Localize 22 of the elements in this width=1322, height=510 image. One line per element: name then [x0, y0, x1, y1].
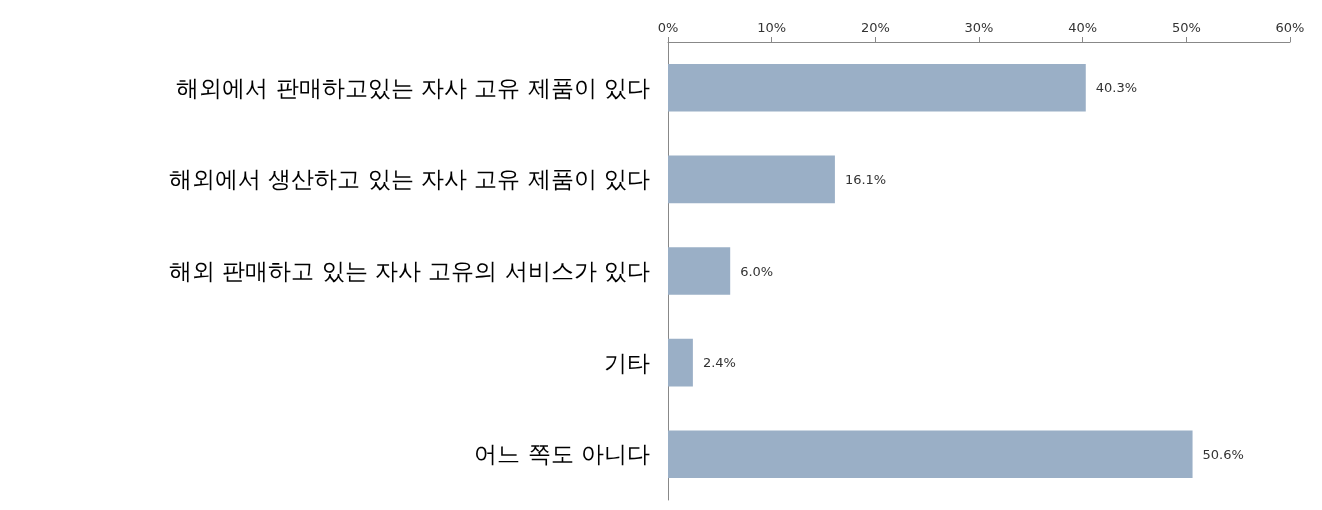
- bar: [668, 430, 1193, 479]
- y-tick-label: 해외에서 생산하고 있는 자사 고유 제품이 있다: [169, 166, 650, 193]
- y-tick-label: 해외에서 판매하고있는 자사 고유 제품이 있다: [176, 74, 650, 101]
- x-tick-label: 0%: [657, 20, 679, 35]
- x-tick-label: 60%: [1275, 20, 1305, 35]
- bar: [668, 247, 731, 295]
- y-tick-label: 기타: [604, 349, 650, 376]
- x-tick-label: 10%: [757, 20, 787, 35]
- data-label: 6.0%: [740, 263, 774, 279]
- x-tick-label: 40%: [1068, 20, 1098, 35]
- x-tick-label: 20%: [860, 20, 890, 35]
- bar: [668, 63, 1086, 112]
- x-tick-label: 30%: [964, 20, 994, 35]
- bar: [668, 338, 693, 387]
- y-tick-label: 어느 쪽도 아니다: [474, 441, 650, 468]
- data-label: 2.4%: [702, 355, 736, 371]
- data-label: 40.3%: [1095, 80, 1138, 96]
- x-tick-label: 50%: [1171, 20, 1201, 35]
- data-label: 50.6%: [1202, 446, 1244, 462]
- y-tick-label: 해외 판매하고 있는 자사 고유의 서비스가 있다: [169, 258, 650, 284]
- data-label: 16.1%: [844, 171, 887, 187]
- bar: [668, 155, 835, 204]
